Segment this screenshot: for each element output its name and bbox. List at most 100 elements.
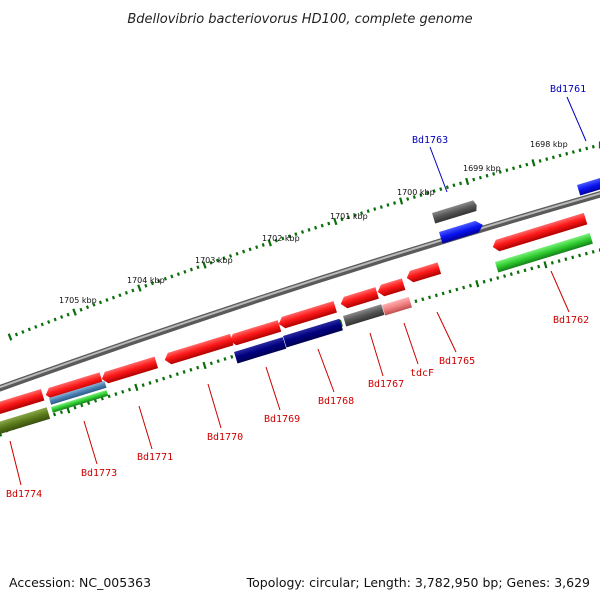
ruler-minor-tick <box>421 297 425 302</box>
feature-bd1773-steel[interactable] <box>49 381 107 405</box>
gene-bd1771[interactable] <box>100 356 159 385</box>
leader-tdcf <box>403 322 419 365</box>
ruler-minor-tick <box>274 238 278 243</box>
ruler-minor-tick <box>98 300 103 305</box>
ruler-minor-tick <box>557 259 561 263</box>
gene-bd1763-gray[interactable] <box>432 200 478 224</box>
ruler-minor-tick <box>141 383 145 388</box>
ruler-minor-tick <box>419 193 423 197</box>
ruler-minor-tick <box>434 293 438 298</box>
kbp-label: 1702 kbp <box>262 234 300 243</box>
gene-bd1768[interactable] <box>277 301 337 330</box>
ruler-minor-tick <box>261 243 265 247</box>
gene-bd1763[interactable] <box>439 219 485 244</box>
gene-label-bd1768[interactable]: Bd1768 <box>318 396 354 407</box>
feature-bd1762-green[interactable] <box>495 233 593 273</box>
leader-bd1771 <box>138 405 153 450</box>
ruler-minor-tick <box>591 250 595 254</box>
outer-ruler <box>7 141 600 341</box>
feature-bd1773-green[interactable] <box>51 390 109 413</box>
ruler-minor-tick <box>558 153 562 158</box>
gene-bd1770[interactable] <box>163 333 234 366</box>
feature-bd1768-navy[interactable] <box>283 318 343 348</box>
gene-bd1774[interactable] <box>0 388 45 415</box>
gene-label-tdcf[interactable]: tdcF <box>410 368 434 379</box>
gene-label-bd1769[interactable]: Bd1769 <box>264 414 300 425</box>
ruler-minor-tick <box>168 374 172 379</box>
ruler-minor-tick <box>107 394 111 399</box>
ruler-minor-tick <box>564 257 568 261</box>
gene-bd1762[interactable] <box>491 212 588 253</box>
gene-bd1761[interactable] <box>577 176 600 196</box>
kbp-label: 1704 kbp <box>127 276 165 285</box>
gene-label-bd1765[interactable]: Bd1765 <box>439 356 475 367</box>
ruler-minor-tick <box>182 370 186 374</box>
ruler-minor-tick <box>34 324 38 329</box>
ruler-minor-tick <box>537 264 541 269</box>
feature-bd1774-olive[interactable] <box>0 407 51 435</box>
gene-bd1769[interactable] <box>228 320 282 347</box>
ruler-minor-tick <box>379 205 383 209</box>
ruler-minor-tick <box>516 270 520 275</box>
gene-bd1773[interactable] <box>44 372 104 400</box>
gene-label-bd1761[interactable]: Bd1761 <box>550 84 586 95</box>
ruler-major-tick <box>0 429 3 437</box>
map-title: Bdellovibrio bacteriovorus HD100, comple… <box>127 12 472 27</box>
ruler-minor-tick <box>512 166 516 171</box>
gene-label-bd1771[interactable]: Bd1771 <box>137 452 173 463</box>
gene-label-bd1770[interactable]: Bd1770 <box>207 432 243 443</box>
gene-tdcf[interactable] <box>376 278 406 297</box>
ruler-minor-tick <box>585 146 589 151</box>
gene-label-bd1773[interactable]: Bd1773 <box>81 468 117 479</box>
feature-row <box>0 233 593 435</box>
leader-bd1765 <box>436 311 457 353</box>
ruler-minor-tick <box>300 230 305 234</box>
ruler-minor-tick <box>73 405 77 410</box>
ruler-minor-tick <box>121 389 125 394</box>
ruler-major-tick <box>399 197 404 205</box>
ruler-minor-tick <box>459 181 463 186</box>
ruler-minor-tick <box>287 234 291 239</box>
ruler-minor-tick <box>150 281 154 286</box>
ruler-minor-tick <box>584 251 588 256</box>
ruler-minor-tick <box>189 267 193 272</box>
ruler-minor-tick <box>320 223 324 228</box>
ruler-minor-tick <box>523 268 527 273</box>
ruler-minor-tick <box>196 265 200 270</box>
ruler-minor-tick <box>360 211 364 216</box>
feature-tdcf-pink[interactable] <box>382 296 412 316</box>
feature-bd1767-gray[interactable] <box>343 304 385 327</box>
genome-backbone-highlight <box>0 192 600 389</box>
gene-label-bd1763[interactable]: Bd1763 <box>412 135 448 146</box>
ruler-minor-tick <box>281 236 285 241</box>
ruler-major-tick <box>202 261 207 269</box>
ruler-minor-tick <box>538 159 542 163</box>
ruler-minor-tick <box>92 302 96 307</box>
ruler-minor-tick <box>462 285 466 290</box>
ruler-minor-tick <box>127 387 132 392</box>
ruler-minor-tick <box>448 289 452 294</box>
ruler-minor-tick <box>155 378 159 383</box>
kbp-labels: 1698 kbp 1699 kbp 1700 kbp 1701 kbp 1702… <box>59 140 568 305</box>
ruler-minor-tick <box>503 274 507 278</box>
ruler-minor-tick <box>432 189 436 193</box>
ruler-minor-tick <box>21 330 25 334</box>
ruler-minor-tick <box>478 175 482 180</box>
ruler-minor-tick <box>80 403 84 408</box>
gene-bd1765[interactable] <box>405 262 442 283</box>
gene-bd1767[interactable] <box>339 287 379 310</box>
genome-summary-text: Topology: circular; Length: 3,782,950 bp… <box>246 575 590 590</box>
leader-bd1773 <box>83 420 98 465</box>
ruler-minor-tick <box>40 322 44 327</box>
gene-label-bd1774[interactable]: Bd1774 <box>6 489 42 500</box>
gene-label-bd1767[interactable]: Bd1767 <box>368 379 404 390</box>
ruler-minor-tick <box>235 251 239 256</box>
gene-label-bd1762[interactable]: Bd1762 <box>553 315 589 326</box>
feature-bd1769-navy[interactable] <box>233 337 287 364</box>
gene-labels: Bd1761 Bd1763 Bd1762 Bd1765 tdcF Bd1767 … <box>6 84 589 500</box>
ruler-minor-tick <box>452 183 456 188</box>
ruler-minor-tick <box>124 290 128 295</box>
ruler-minor-tick <box>314 225 318 230</box>
reverse-genes <box>0 212 588 415</box>
